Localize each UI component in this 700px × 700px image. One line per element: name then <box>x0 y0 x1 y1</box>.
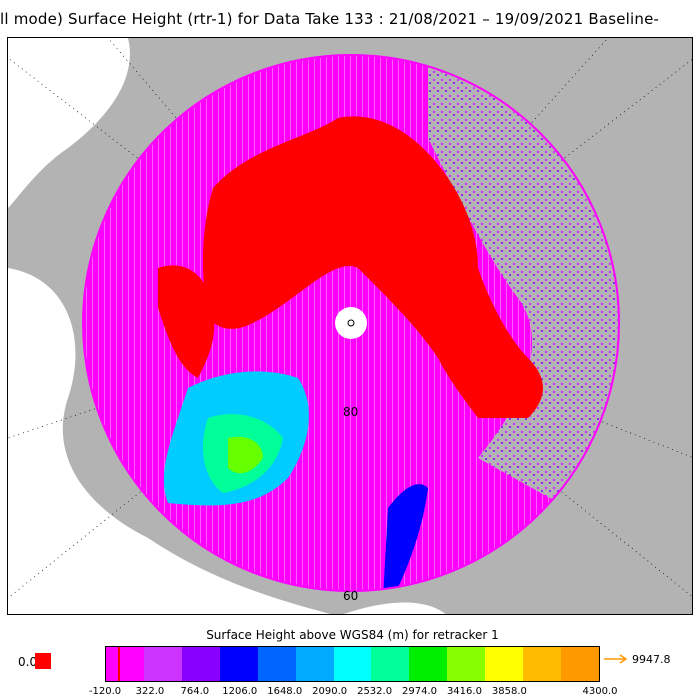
colorbar-tick-label: -120.0 <box>88 686 122 697</box>
lat-label-60: 60 <box>343 589 358 603</box>
colorbar-tick-label: 3858.0 <box>491 686 527 697</box>
colorbar-tick-label: 1206.0 <box>222 686 258 697</box>
colorbar-tick-label: 3416.0 <box>446 686 482 697</box>
ocean-pacific <box>8 38 130 208</box>
colorbar-segment <box>561 647 599 681</box>
polar-map: 80 60 <box>8 38 692 614</box>
colorbar-segment <box>409 647 448 681</box>
colorbar-tick-label: 322.0 <box>135 686 165 697</box>
lat-label-80: 80 <box>343 405 358 419</box>
map-frame: 80 60 <box>7 37 693 615</box>
colorbar-segment <box>257 647 296 681</box>
colorbar-zero-marker <box>118 647 120 681</box>
colorbar <box>105 646 600 682</box>
colorbar-segment <box>485 647 524 681</box>
ocean-atlantic <box>8 268 331 614</box>
ocean-bottom <box>343 602 446 614</box>
colorbar-segment <box>371 647 410 681</box>
colorbar-segment <box>181 647 220 681</box>
zero-value-label: 0.0 <box>18 655 38 669</box>
scandinavia <box>383 484 428 591</box>
legend-title: Surface Height above WGS84 (m) for retra… <box>206 628 499 642</box>
overflow-arrow-icon <box>604 654 628 664</box>
colorbar-segment <box>219 647 258 681</box>
colorbar-tick-label: 764.0 <box>180 686 210 697</box>
pole-hole <box>335 307 367 339</box>
overflow-value-label: 9947.8 <box>632 653 671 666</box>
colorbar-tick-label: 4300.0 <box>582 686 618 697</box>
colorbar-tick-label: 2532.0 <box>357 686 393 697</box>
colorbar-segment <box>295 647 334 681</box>
colorbar-tick-label: 2974.0 <box>402 686 437 697</box>
colorbar-segment <box>106 647 144 681</box>
archipelago-red <box>158 265 215 378</box>
colorbar-tick-label: 2090.0 <box>312 686 348 697</box>
zero-value-swatch <box>35 653 51 669</box>
map-title: ll mode) Surface Height (rtr-1) for Data… <box>0 10 660 28</box>
colorbar-segment <box>523 647 562 681</box>
sea-ice-region <box>203 116 543 419</box>
colorbar-segment <box>447 647 486 681</box>
colorbar-segment <box>333 647 372 681</box>
data-disk-border <box>82 54 620 592</box>
greenland-summit <box>228 436 263 474</box>
colorbar-tick-label: 1648.0 <box>267 686 303 697</box>
colorbar-segment <box>143 647 182 681</box>
pole-marker <box>347 319 355 327</box>
